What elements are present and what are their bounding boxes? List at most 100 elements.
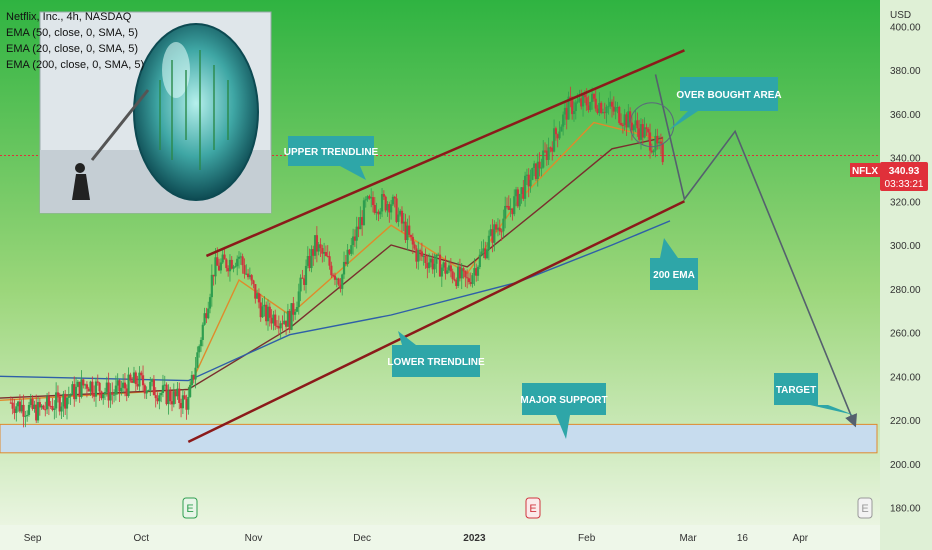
lower-trendline bbox=[187, 200, 685, 443]
candle-body bbox=[143, 385, 146, 394]
candle-body bbox=[636, 120, 639, 129]
candle-body bbox=[313, 235, 317, 256]
candle-body bbox=[621, 124, 624, 126]
candle-body bbox=[491, 229, 494, 243]
candle-body bbox=[574, 102, 577, 111]
candle-body bbox=[558, 131, 561, 139]
candle-body bbox=[610, 101, 614, 107]
price-axis[interactable]: 180.00 200.00 220.00 240.00 260.00 280.00 300.… bbox=[890, 22, 921, 514]
candle-body bbox=[458, 266, 462, 279]
y-tick-label: 200.00 bbox=[890, 460, 921, 471]
candle-body bbox=[18, 401, 22, 412]
candle-body bbox=[629, 111, 632, 123]
candle-body bbox=[661, 143, 664, 163]
candle-body bbox=[116, 380, 119, 386]
candle-body bbox=[469, 282, 472, 285]
candle-body bbox=[386, 204, 389, 211]
candle-body bbox=[299, 277, 302, 292]
candle-body bbox=[440, 267, 443, 277]
candle-body bbox=[167, 390, 170, 405]
candle-body bbox=[346, 249, 349, 265]
candle-body bbox=[549, 147, 552, 149]
candle-body bbox=[194, 367, 197, 380]
candle-body bbox=[169, 390, 172, 402]
x-tick-label: Nov bbox=[245, 533, 263, 544]
candle-body bbox=[174, 391, 177, 397]
inset-bubble-image bbox=[39, 11, 272, 214]
candle-body bbox=[96, 381, 99, 383]
candle-body bbox=[551, 147, 554, 152]
candle-body bbox=[306, 256, 309, 266]
y-tick-label: 320.00 bbox=[890, 197, 921, 208]
earnings-marker-3[interactable]: E bbox=[857, 497, 873, 519]
candle-body bbox=[592, 93, 596, 99]
candle-body bbox=[227, 268, 230, 272]
candle-body bbox=[275, 325, 279, 327]
candle-body bbox=[295, 307, 299, 312]
candle-body bbox=[538, 161, 541, 169]
candle-body bbox=[304, 265, 308, 285]
candle-body bbox=[236, 258, 239, 267]
earnings-marker-1[interactable]: E bbox=[182, 497, 198, 519]
candle-body bbox=[623, 114, 626, 126]
candle-body bbox=[612, 106, 615, 112]
candle-body bbox=[303, 278, 306, 285]
candle-body bbox=[375, 211, 378, 213]
candle-body bbox=[426, 262, 429, 269]
candle-body bbox=[33, 404, 36, 409]
candle-body bbox=[411, 236, 414, 245]
candle-body bbox=[141, 375, 145, 386]
candle-body bbox=[80, 379, 83, 397]
candle-body bbox=[234, 266, 237, 268]
candle-body bbox=[241, 256, 244, 266]
candle-body bbox=[645, 127, 648, 129]
candle-body bbox=[24, 415, 27, 417]
candle-body bbox=[111, 392, 114, 395]
candle-body bbox=[390, 204, 393, 213]
candle-body bbox=[433, 263, 436, 270]
candle-body bbox=[176, 388, 179, 397]
candle-body bbox=[181, 395, 184, 409]
candle-body bbox=[348, 249, 351, 254]
candle-body bbox=[500, 231, 503, 233]
candle-body bbox=[29, 398, 32, 405]
ticker-tag bbox=[850, 163, 880, 177]
candle-body bbox=[127, 374, 130, 397]
candle-body bbox=[183, 395, 186, 399]
candle-body bbox=[447, 265, 451, 271]
candle-body bbox=[198, 346, 201, 353]
earnings-marker-2[interactable]: E bbox=[525, 497, 541, 519]
candle-body bbox=[297, 291, 300, 308]
candle-body bbox=[11, 402, 14, 409]
candle-body bbox=[371, 197, 375, 206]
candle-body bbox=[109, 392, 112, 401]
candle-body bbox=[324, 252, 328, 256]
candle-body bbox=[216, 257, 219, 266]
candle-body bbox=[455, 279, 458, 286]
candle-body bbox=[87, 388, 90, 392]
candle-body bbox=[13, 408, 16, 413]
candle-body bbox=[40, 405, 43, 408]
last-price-label: 340.93 bbox=[889, 166, 920, 177]
candle-body bbox=[359, 217, 362, 230]
candle-body bbox=[502, 218, 505, 232]
candle-body bbox=[319, 244, 322, 249]
time-axis[interactable]: Sep Oct Nov Dec 2023 Feb Mar 16 Apr bbox=[24, 533, 809, 544]
symbol-title: Netflix, Inc., 4h, NASDAQ bbox=[6, 11, 132, 23]
x-tick-label: 2023 bbox=[463, 533, 486, 544]
candle-body bbox=[131, 380, 134, 383]
candle-body bbox=[100, 391, 103, 399]
candle-body bbox=[603, 112, 606, 114]
candle-body bbox=[122, 382, 125, 388]
y-tick-label: 400.00 bbox=[890, 22, 921, 33]
candle-body bbox=[266, 306, 270, 322]
candle-body bbox=[625, 114, 628, 128]
candle-body bbox=[326, 255, 329, 257]
candle-body bbox=[136, 383, 139, 387]
candle-body bbox=[607, 106, 610, 108]
upper-trendline-callout: UPPER TRENDLINE bbox=[284, 136, 379, 180]
svg-text:LOWER TRENDLINE: LOWER TRENDLINE bbox=[387, 357, 485, 368]
candle-body bbox=[84, 384, 87, 386]
candle-body bbox=[78, 381, 81, 397]
